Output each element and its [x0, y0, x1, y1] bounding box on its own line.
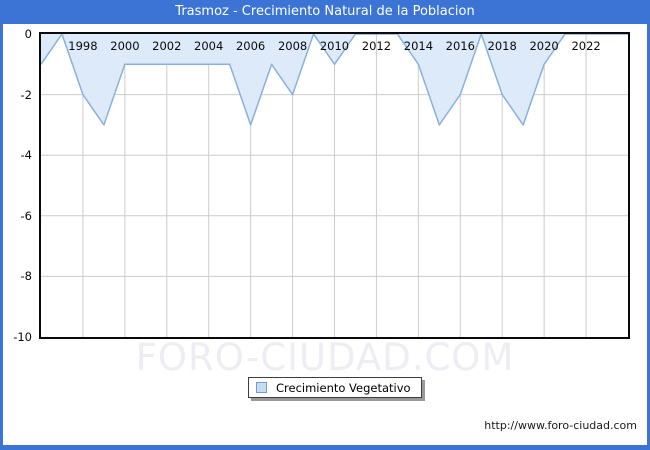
plot-area: 1998 2000 2002 2004 2006 2008 2010 2012 2014 2016… — [39, 32, 630, 339]
x-tick-label: 2010 — [319, 39, 350, 53]
x-tick-label: 2000 — [110, 39, 140, 53]
legend-box: Crecimiento Vegetativo — [248, 377, 422, 398]
y-tick-label: 0 — [24, 27, 32, 41]
x-tick-label: 2008 — [277, 39, 308, 53]
x-tick-label: 2002 — [152, 39, 182, 53]
x-tick-label: 2022 — [571, 39, 601, 53]
y-tick-label: -10 — [13, 330, 32, 344]
x-tick-label: 2020 — [529, 39, 559, 53]
frame-border-right — [647, 24, 650, 450]
footer-url-link[interactable]: http://www.foro-ciudad.com — [484, 419, 637, 432]
chart-title: Trasmoz - Crecimiento Natural de la Pobl… — [175, 4, 475, 19]
x-tick-label: 1998 — [68, 39, 98, 53]
legend-swatch-icon — [256, 382, 267, 393]
x-tick-label: 2004 — [194, 39, 224, 53]
y-tick-label: -4 — [20, 148, 32, 163]
y-tick-label: -2 — [20, 87, 32, 102]
y-axis-labels: 0 -2 -4 -6 -8 -10 — [0, 0, 34, 450]
x-tick-label: 2018 — [487, 39, 517, 53]
frame-border-bottom — [0, 445, 650, 450]
area-chart-svg — [41, 34, 628, 337]
x-tick-label: 2006 — [235, 39, 266, 53]
area-series-line — [41, 34, 628, 126]
x-tick-label: 2014 — [403, 39, 434, 53]
y-tick-label: -6 — [20, 208, 32, 223]
watermark: FORO-CIUDAD.COM — [135, 336, 515, 379]
chart-title-bar: Trasmoz - Crecimiento Natural de la Pobl… — [0, 0, 650, 24]
y-tick-label: -8 — [20, 269, 32, 284]
x-tick-label: 2016 — [445, 39, 475, 53]
area-series-fill — [41, 34, 628, 125]
frame-border-left — [0, 24, 3, 450]
legend-label: Crecimiento Vegetativo — [276, 380, 411, 395]
x-tick-label: 2012 — [361, 39, 392, 53]
